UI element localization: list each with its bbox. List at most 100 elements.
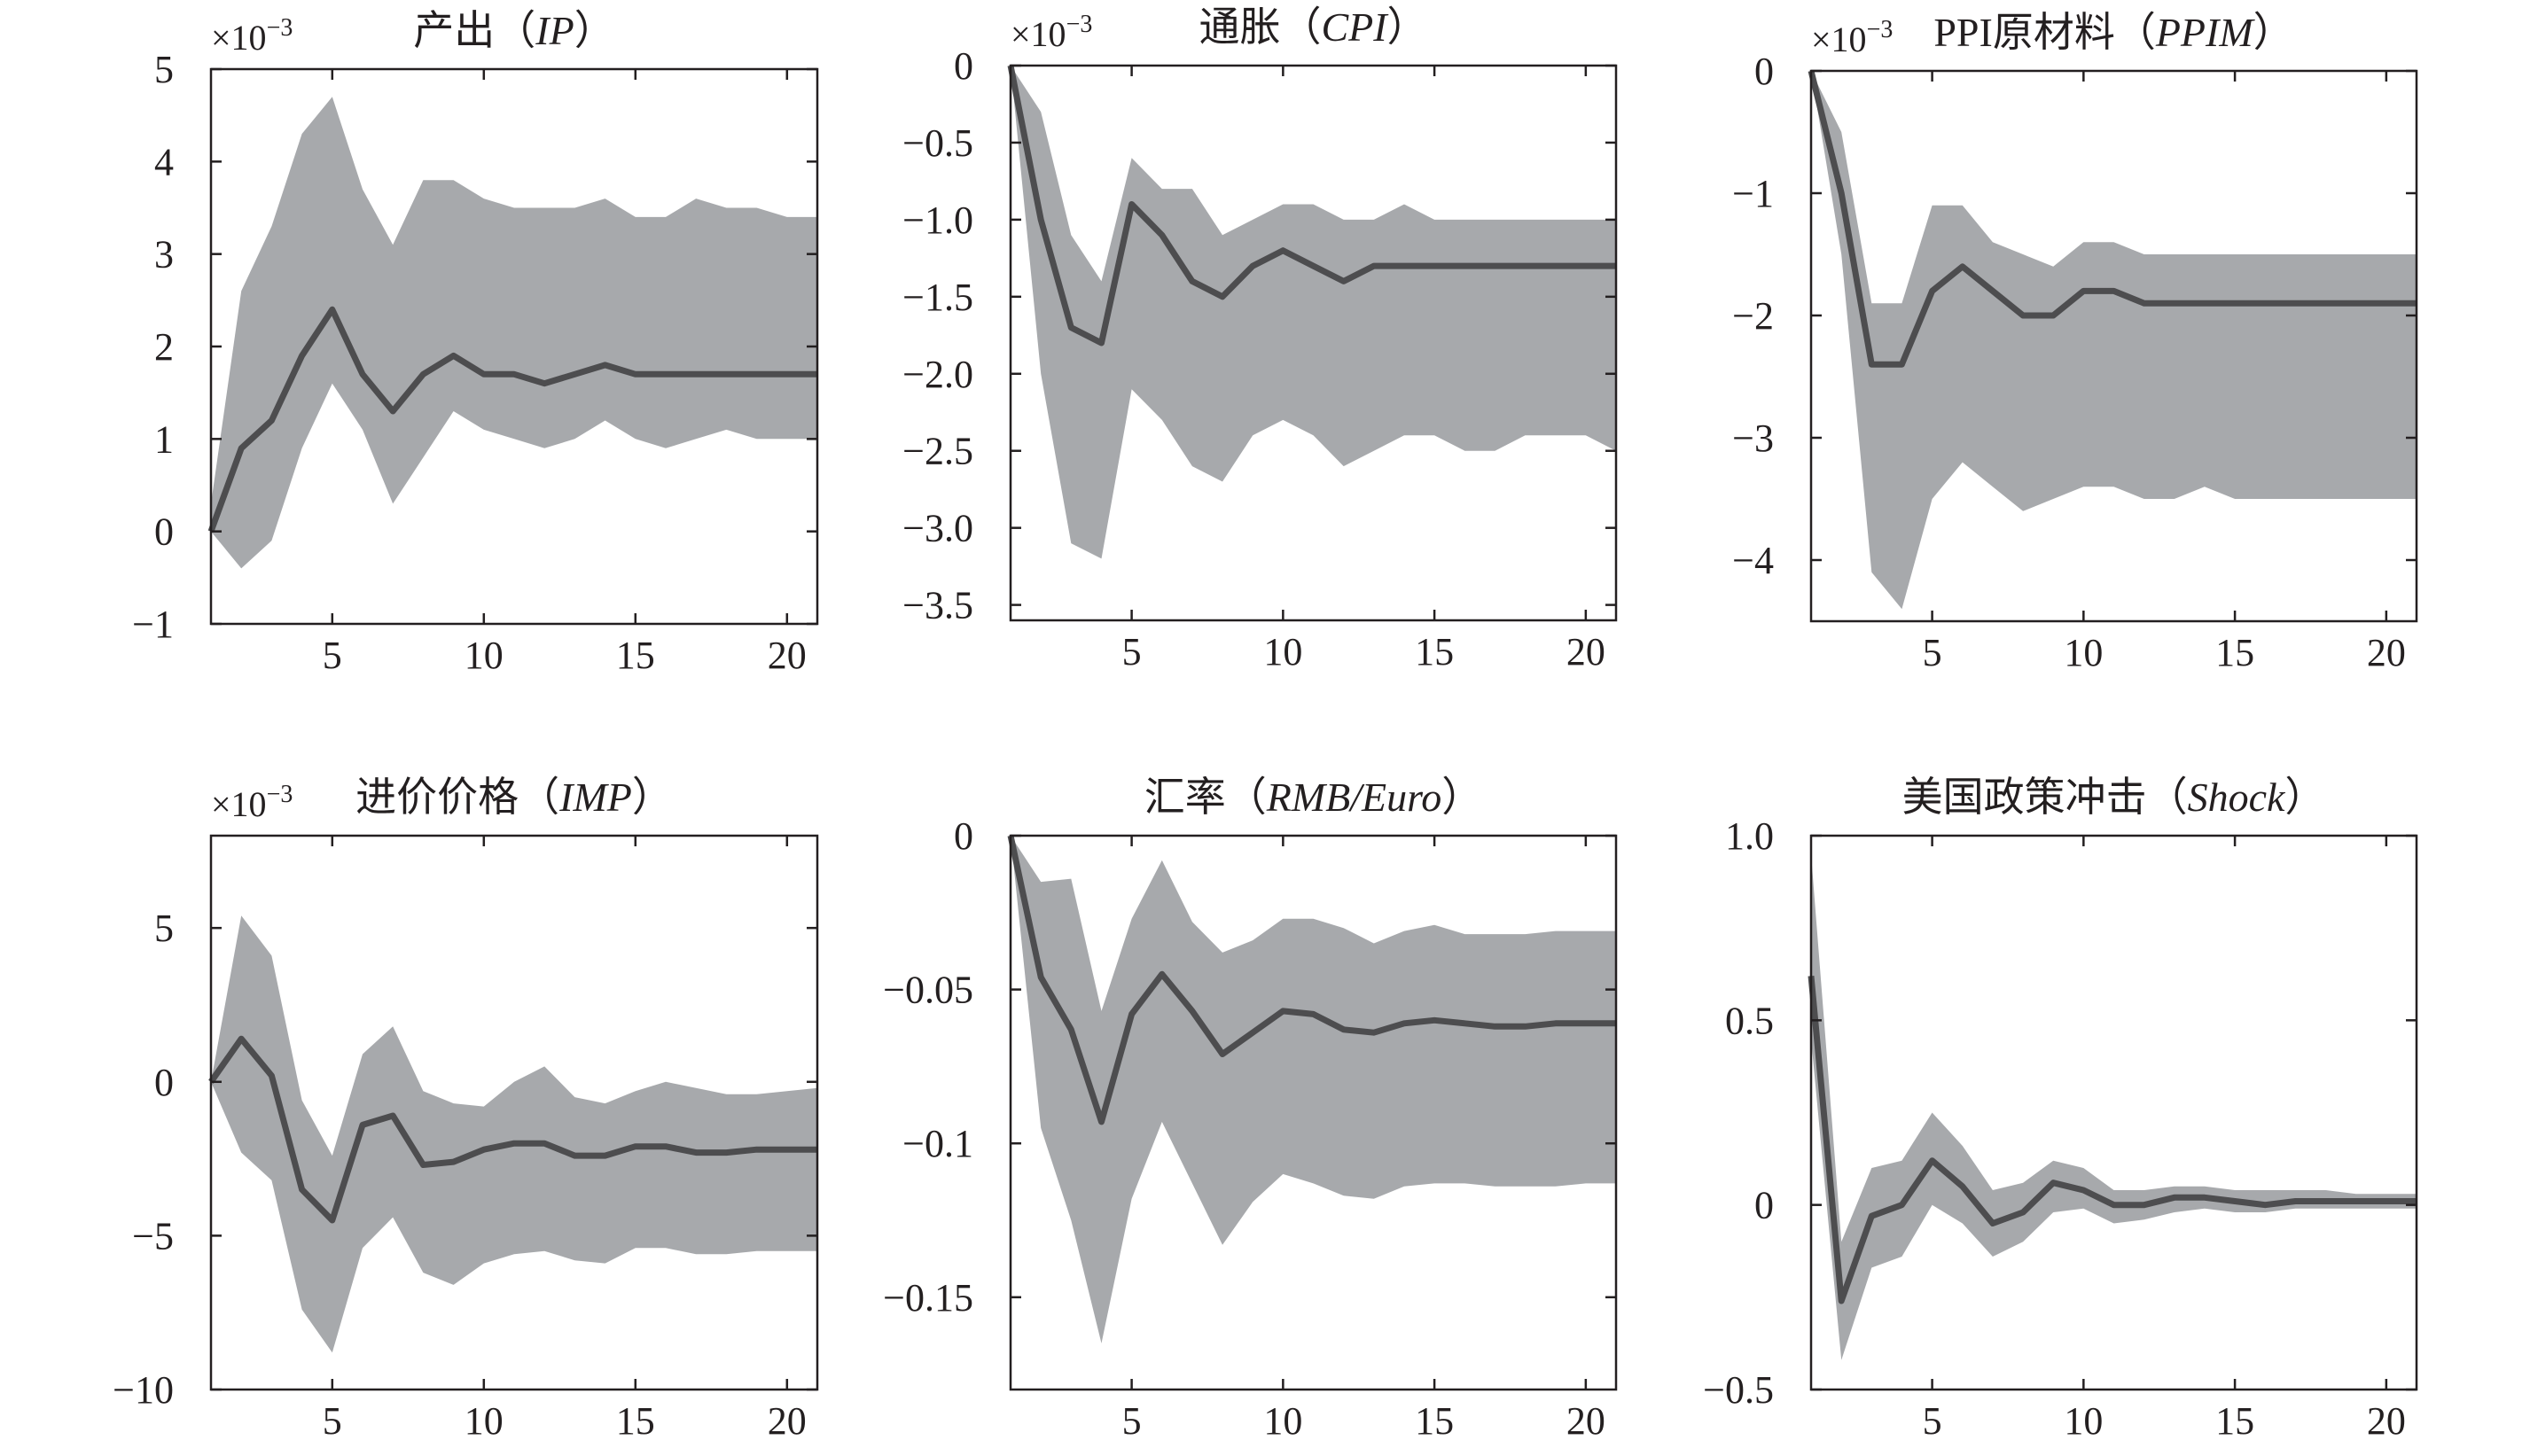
panel-title-close: ）: [2253, 10, 2294, 55]
y-tick-label: −1: [132, 603, 174, 646]
axis-multiplier-exponent: −3: [267, 781, 293, 808]
plot-frame: [1009, 834, 1618, 1391]
panel-title-variable: IP: [535, 8, 574, 53]
axis-multiplier: ×10−3: [211, 781, 293, 824]
panel-title-variable: RMB/Euro: [1266, 775, 1442, 820]
y-tick-label: 0: [154, 1061, 174, 1104]
y-tick-label: −0.1: [902, 1122, 973, 1165]
x-tick-label: 5: [1923, 1399, 1942, 1443]
x-tick-label: 20: [1566, 1399, 1605, 1443]
y-tick-label: 0: [954, 814, 973, 858]
x-tick-label: 20: [768, 1399, 807, 1443]
x-tick-label: 20: [768, 634, 807, 677]
panel-title: 美国政策冲击（Shock）: [1902, 775, 2326, 820]
x-tick-label: 15: [1415, 1399, 1454, 1443]
y-tick-label: −2.5: [902, 430, 973, 473]
x-tick-label: 15: [1415, 630, 1454, 673]
panel-title-name: 汇率（: [1144, 775, 1267, 820]
panel-title-name: 产出（: [413, 8, 535, 53]
median-response-line: [1808, 70, 2417, 368]
panel-title: 通胀（CPI）: [1199, 4, 1427, 50]
x-tick-label: 5: [323, 634, 342, 677]
x-tick-label: 15: [616, 1399, 655, 1443]
x-tick-label: 20: [2367, 1399, 2406, 1443]
confidence-band: [1011, 66, 1616, 559]
panel-title: PPI原材料（PPIM）: [1933, 10, 2293, 55]
panel-title-name: PPI原材料（: [1933, 10, 2155, 55]
irf-panel-1: 5 10 15 20 −1 0 1 2 3 4 5 ×10−3 产出（IP）: [132, 8, 819, 677]
panel-title-variable: IMP: [558, 775, 632, 820]
y-tick-label: 1.0: [1725, 814, 1774, 858]
y-tick-label: −0.05: [883, 969, 973, 1012]
irf-panel-2: 5 10 15 20 −3.5 −3.0 −2.5 −2.0 −1.5 −1.0 −0.5 0 ×10−…: [902, 4, 1618, 673]
panel-title: 汇率（RMB/Euro）: [1144, 775, 1483, 820]
x-tick-label: 10: [465, 1399, 504, 1443]
panel-title-variable: PPIM: [2155, 10, 2256, 55]
axis-multiplier-exponent: −3: [1867, 16, 1894, 43]
plot-frame: [1809, 69, 2418, 623]
x-tick-label: 20: [1566, 630, 1605, 673]
y-tick-label: −3.0: [902, 507, 973, 550]
panel-title-variable: CPI: [1321, 4, 1389, 50]
panel-title-name: 通胀（: [1199, 4, 1321, 50]
panel-title-close: ）: [2284, 775, 2325, 820]
y-tick-label: 0: [1754, 50, 1774, 93]
panel-title: 进价价格（IMP）: [355, 775, 673, 820]
y-tick-label: 0: [954, 44, 973, 88]
confidence-band: [211, 97, 817, 569]
panel-title-name: 进价价格（: [355, 775, 559, 820]
y-tick-label: −0.5: [1703, 1368, 1774, 1412]
y-tick-label: −5: [132, 1214, 174, 1257]
axis-multiplier-exponent: −3: [267, 14, 293, 42]
plot-frame: [1809, 834, 2418, 1391]
panel-title-close: ）: [1387, 4, 1428, 50]
axis-multiplier: ×10−3: [1011, 11, 1092, 54]
x-tick-label: 5: [1923, 631, 1942, 674]
x-tick-label: 10: [1263, 1399, 1302, 1443]
y-tick-label: 0.5: [1725, 999, 1774, 1042]
panel-title-close: ）: [632, 775, 673, 820]
irf-panel-3: 5 10 15 20 −4 −3 −2 −1 0 ×10−3 PPI原材料（PPIM）: [1732, 10, 2418, 674]
y-tick-label: 5: [154, 48, 174, 91]
axis-multiplier: ×10−3: [1811, 16, 1893, 59]
x-tick-label: 10: [2064, 631, 2103, 674]
axis-multiplier-exponent: −3: [1066, 11, 1093, 38]
median-response-line: [1007, 65, 1616, 346]
x-tick-label: 5: [323, 1399, 342, 1443]
y-tick-label: −4: [1732, 539, 1774, 582]
y-tick-label: −1.0: [902, 199, 973, 242]
median-response-line: [1007, 835, 1616, 1125]
y-tick-label: −3: [1732, 417, 1774, 460]
confidence-band: [1811, 853, 2417, 1360]
panel-title-close: ）: [574, 8, 615, 53]
x-tick-label: 10: [2064, 1399, 2103, 1443]
confidence-band: [211, 915, 817, 1353]
median-response-line: [1808, 975, 2417, 1304]
y-tick-label: −3.5: [902, 584, 973, 627]
confidence-band: [1811, 71, 2417, 610]
y-tick-label: 3: [154, 233, 174, 276]
panel-title-name: 美国政策冲击（: [1902, 775, 2188, 820]
irf-panel-5: 5 10 15 20 −0.15 −0.1 −0.05 0 汇率（RMB/Euro）: [883, 775, 1618, 1443]
x-tick-label: 5: [1122, 1399, 1142, 1443]
plot-frame: [1009, 64, 1618, 622]
x-tick-label: 10: [1263, 630, 1302, 673]
plot-frame: [209, 834, 819, 1391]
x-tick-label: 10: [465, 634, 504, 677]
y-tick-label: 0: [154, 510, 174, 554]
y-tick-label: −10: [113, 1368, 174, 1412]
irf-panel-6: 5 10 15 20 −0.5 0 0.5 1.0 美国政策冲击（Shock）: [1703, 775, 2418, 1443]
y-tick-label: −1: [1732, 172, 1774, 215]
x-tick-label: 15: [2215, 631, 2254, 674]
y-tick-label: −1.5: [902, 276, 973, 319]
x-tick-label: 15: [2215, 1399, 2254, 1443]
x-tick-label: 15: [616, 634, 655, 677]
median-response-line: [207, 306, 817, 533]
y-tick-label: 4: [154, 140, 174, 183]
y-tick-label: −2.0: [902, 353, 973, 396]
y-tick-label: −0.15: [883, 1276, 973, 1320]
panel-title-variable: Shock: [2188, 775, 2286, 820]
confidence-band: [1011, 836, 1616, 1343]
panel-title-close: ）: [1441, 775, 1482, 820]
